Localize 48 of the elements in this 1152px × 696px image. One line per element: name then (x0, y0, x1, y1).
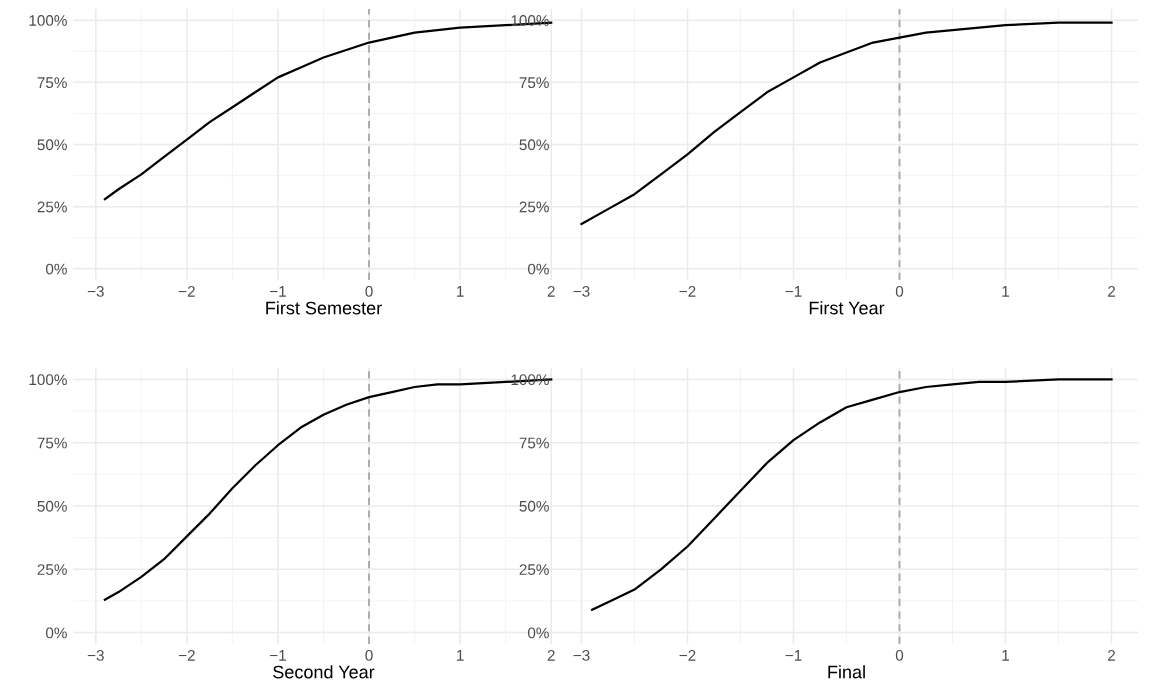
y-tick-label: 75% (37, 437, 67, 449)
x-tick-label: 0 (365, 649, 373, 661)
x-tick-label: 0 (365, 285, 373, 297)
x-tick-label: −1 (270, 286, 286, 297)
x-axis-title: Second Year (273, 665, 375, 679)
y-tick-label: 50% (519, 139, 549, 151)
y-tick-label: 25% (37, 564, 67, 575)
y-tick-label: 25% (519, 201, 549, 213)
x-tick-label: −1 (785, 650, 802, 661)
x-tick-label: 1 (457, 650, 464, 661)
y-tick-label: 75% (519, 77, 549, 89)
x-tick-label: −1 (270, 650, 286, 661)
x-tick-label: −2 (178, 285, 195, 297)
x-tick-label: 1 (1002, 286, 1009, 297)
x-tick-label: −3 (87, 285, 104, 297)
x-tick-label: −3 (573, 285, 590, 297)
x-tick-label: 2 (1108, 285, 1115, 297)
y-tick-label: 0% (527, 627, 549, 639)
y-tick-label: 0% (45, 627, 67, 639)
x-axis-title: First Semester (266, 301, 382, 315)
y-tick-label: 75% (519, 437, 549, 449)
x-tick-label: 0 (895, 649, 904, 661)
y-tick-label: 100% (29, 374, 67, 386)
x-tick-label: −1 (785, 286, 802, 297)
x-tick-label: 1 (457, 286, 464, 297)
y-tick-label: 25% (37, 201, 67, 213)
x-tick-label: −2 (679, 285, 696, 297)
x-tick-label: 2 (1108, 649, 1115, 661)
y-tick-label: 0% (527, 263, 549, 275)
y-tick-label: 25% (519, 564, 549, 575)
y-tick-label: 50% (37, 139, 67, 151)
y-tick-label: 50% (37, 500, 67, 512)
x-tick-label: −3 (87, 649, 104, 661)
y-tick-label: 100% (29, 15, 67, 26)
x-tick-label: −2 (679, 649, 696, 661)
x-axis-title: First Year (809, 301, 885, 315)
line-series (580, 21, 1113, 226)
x-tick-label: −2 (178, 649, 195, 661)
y-tick-label: 75% (37, 77, 67, 89)
x-tick-label: 1 (1002, 650, 1009, 661)
x-tick-label: 2 (547, 649, 555, 661)
x-axis-title: Final (828, 665, 865, 679)
line-series (590, 378, 1113, 611)
y-tick-label: 50% (519, 500, 549, 512)
y-tick-label: 0% (45, 263, 67, 275)
x-tick-label: −3 (573, 649, 590, 661)
x-tick-label: 0 (895, 285, 904, 297)
x-tick-label: 2 (547, 285, 555, 297)
